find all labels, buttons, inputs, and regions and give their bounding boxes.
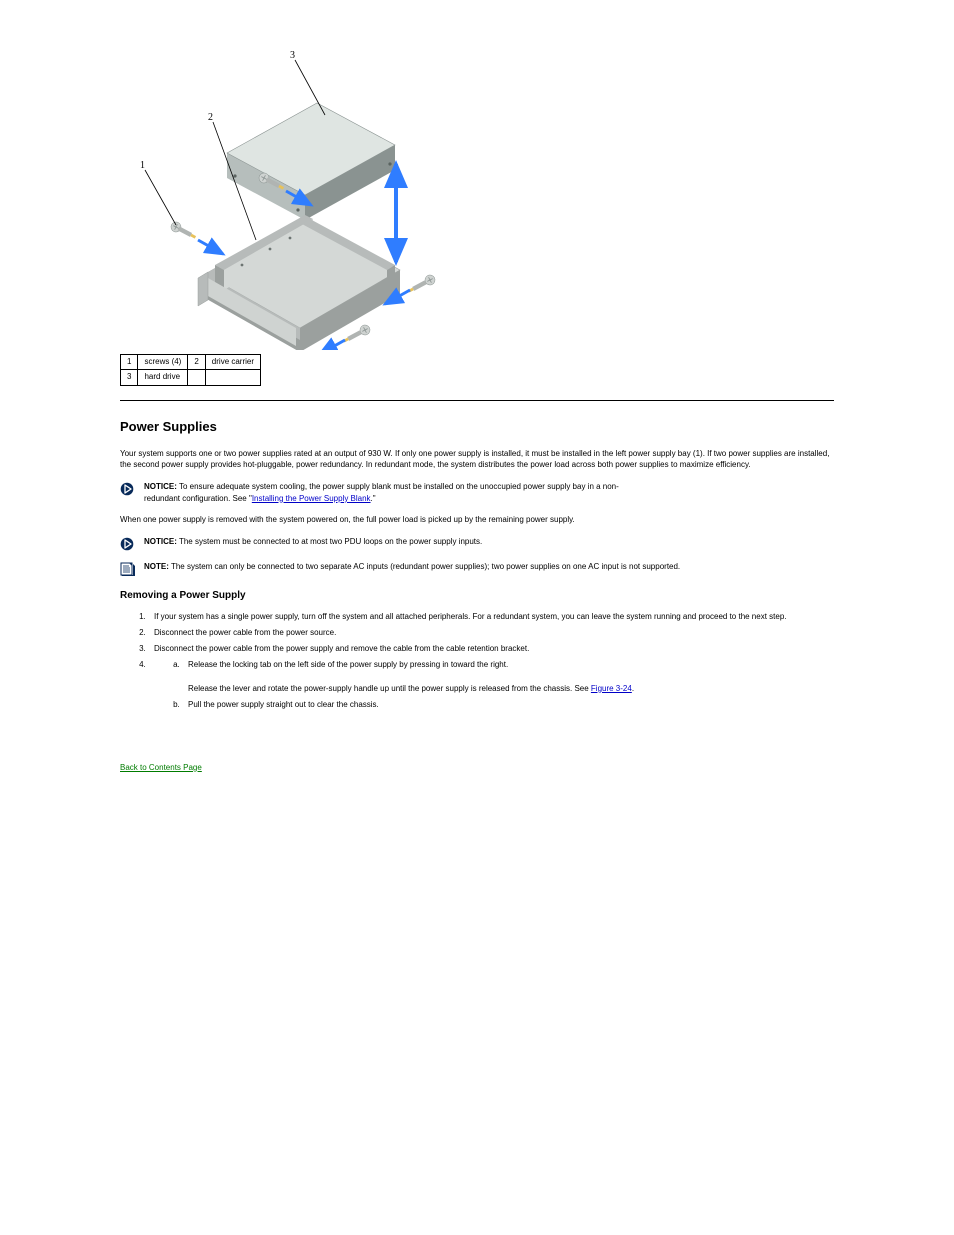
note-text: The system can only be connected to two … [171, 562, 680, 571]
notice-label: NOTICE: [144, 537, 177, 546]
parts-cell [205, 370, 260, 385]
removal-steps: If your system has a single power supply… [120, 611, 834, 711]
note-label: NOTE: [144, 562, 169, 571]
step-4a: Release the locking tab on the left side… [182, 659, 834, 695]
parts-cell: screws (4) [138, 355, 188, 370]
step-2: Disconnect the power cable from the powe… [148, 627, 834, 639]
install-blank-link[interactable]: Installing the Power Supply Blank [252, 494, 371, 503]
section-title-power-supplies: Power Supplies [120, 419, 834, 434]
notice-text: The system must be connected to at most … [179, 537, 482, 546]
parts-cell [188, 370, 205, 385]
notice-1: NOTICE: To ensure adequate system coolin… [120, 481, 834, 504]
notice-label: NOTICE: [144, 482, 177, 491]
parts-cell: 2 [188, 355, 205, 370]
callout-3: 3 [290, 50, 295, 61]
notice-icon [120, 482, 138, 496]
notice-2: NOTICE: The system must be connected to … [120, 536, 834, 551]
hard-drive-carrier-figure: 3 [120, 40, 440, 350]
callout-2: 2 [208, 112, 213, 123]
note-icon [120, 562, 138, 576]
hard-drive-shape [227, 103, 395, 220]
parts-table: 1 screws (4) 2 drive carrier 3 hard driv… [120, 354, 261, 386]
back-to-contents-link[interactable]: Back to Contents Page [120, 763, 202, 772]
power-supply-intro: Your system supports one or two power su… [120, 448, 834, 471]
notice-text-2: redundant configuration. See " [144, 494, 252, 503]
parts-cell: drive carrier [205, 355, 260, 370]
parts-cell: 3 [121, 370, 138, 385]
step-4b: Pull the power supply straight out to cl… [182, 699, 834, 711]
step-1: If your system has a single power supply… [148, 611, 834, 623]
notice-icon [120, 537, 138, 551]
footer: Back to Contents Page [120, 757, 834, 775]
parts-cell: 1 [121, 355, 138, 370]
figure-3-24-link[interactable]: Figure 3-24 [591, 684, 632, 693]
subheading-removing-power-supply: Removing a Power Supply [120, 590, 834, 601]
parts-cell: hard drive [138, 370, 188, 385]
section-divider [120, 400, 834, 401]
step-4: Release the locking tab on the left side… [148, 659, 834, 711]
step-3: Disconnect the power cable from the powe… [148, 643, 834, 655]
callout-1: 1 [140, 160, 145, 171]
notice-text-3: ." [371, 494, 376, 503]
power-supply-para2: When one power supply is removed with th… [120, 514, 834, 526]
note-1: NOTE: The system can only be connected t… [120, 561, 834, 576]
notice-text: To ensure adequate system cooling, the p… [179, 482, 619, 491]
